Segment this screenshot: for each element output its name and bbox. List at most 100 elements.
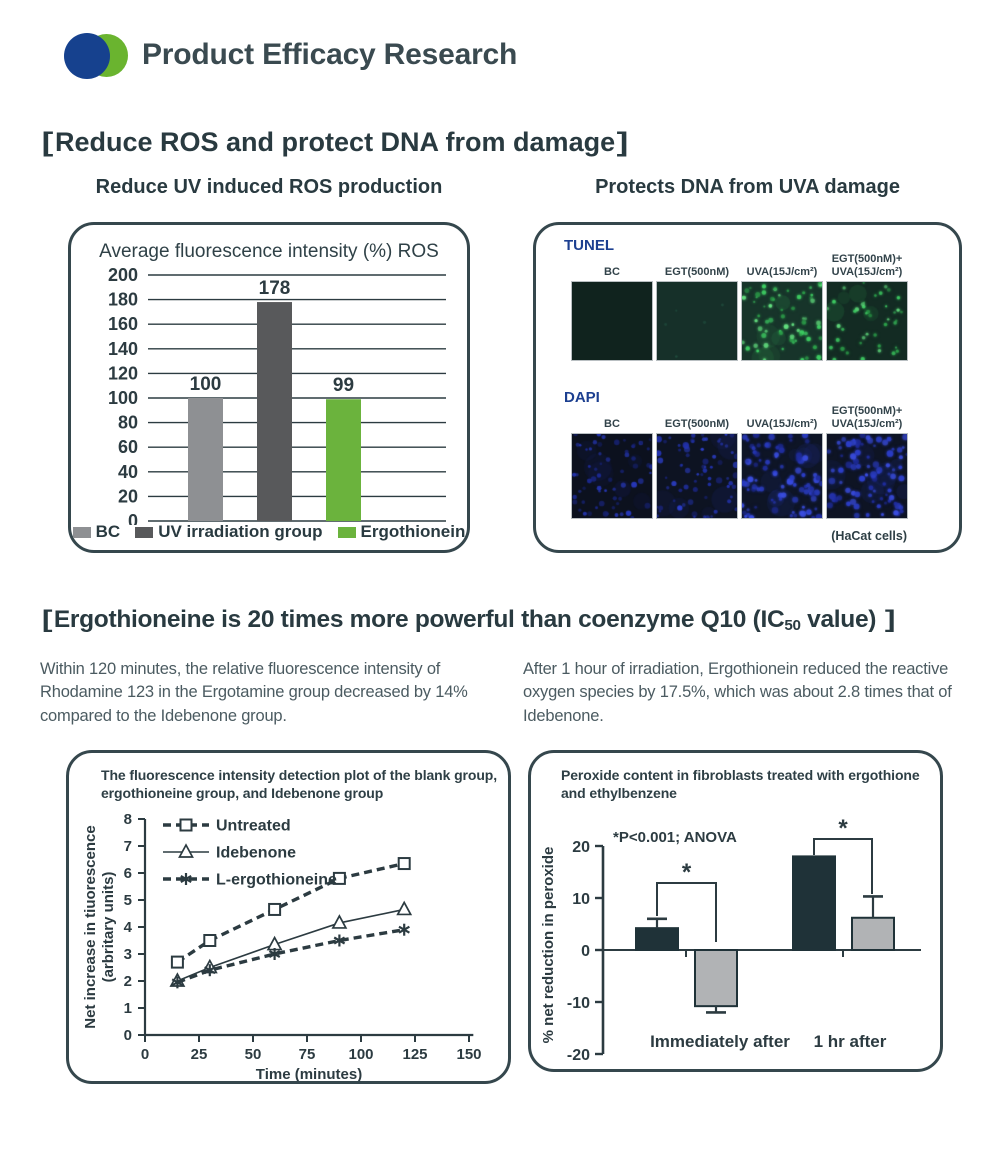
- x-tick-label: 50: [245, 1046, 262, 1063]
- dna-panel-subtitle: Protects DNA from UVA damage: [595, 176, 900, 198]
- y-tick-label: 4: [124, 919, 133, 936]
- legend-item: Ergothionein: [337, 522, 466, 542]
- y-tick-label: -20: [567, 1047, 590, 1064]
- y-tick-label: 7: [124, 838, 132, 855]
- marker-square: [268, 902, 282, 916]
- legend-label: L-ergothioneine: [216, 872, 337, 889]
- marker-star: [204, 964, 216, 977]
- legend-label: Ergothionein: [360, 522, 466, 541]
- peroxide-chart-svg: 20 10 0 -10 -20 % net reduction in peroxide *P…: [540, 815, 921, 1064]
- line-chart-title: The fluorescence intensity detection plo…: [101, 767, 498, 802]
- tunel-row-label: TUNEL: [564, 237, 614, 254]
- dapi-col-label-egt-uva: EGT(500nM)+ UVA(15J/cm²): [831, 404, 903, 430]
- significance: **: [656, 815, 873, 942]
- legend-label: Idebenone: [216, 845, 296, 862]
- bar-gray-0: [694, 949, 738, 1008]
- tunel-col-label-egt: EGT(500nM): [664, 265, 730, 278]
- section2-heading-subscript: 50: [784, 617, 801, 634]
- peroxide-bar-panel: Peroxide content in fibroblasts treated …: [528, 750, 943, 1072]
- page-title: Product Efficacy Research: [142, 38, 518, 71]
- marker-triangle: [178, 843, 194, 858]
- marker-triangle: [396, 900, 413, 916]
- y-tick-label: 80: [118, 413, 138, 433]
- y-tick-label: 20: [572, 839, 590, 856]
- y-tick-label: 180: [108, 290, 138, 310]
- tunel-col-label-egt-uva: EGT(500nM)+ UVA(15J/cm²): [831, 252, 903, 278]
- bar-uv-irradiation-group: [257, 302, 292, 521]
- bars: [635, 855, 895, 1014]
- ros-chart-legend: BC UV irradiation group Ergothionein: [71, 522, 467, 542]
- anova-annotation: *P<0.001; ANOVA: [613, 829, 737, 846]
- y-tick-label: 20: [118, 486, 138, 506]
- bracket-close: ]: [884, 606, 895, 633]
- marker-square: [397, 857, 411, 871]
- legend-swatch: [337, 526, 356, 538]
- x-tick-label: 125: [402, 1046, 427, 1063]
- legend-item: BC: [72, 522, 121, 542]
- bar-dark-1: [792, 855, 836, 951]
- legend-label: UV irradiation group: [158, 522, 323, 541]
- dna-damage-panel: TUNEL BC EGT(500nM) UVA(15J/cm²) EGT(500…: [533, 222, 962, 553]
- line-chart-legend: Untreated Idebenone L-ergothioneine: [163, 818, 337, 889]
- tunel-image-egt: [656, 281, 738, 361]
- marker-square: [332, 871, 346, 885]
- tunel-image-uva: [741, 281, 823, 361]
- y-axis-label-line1: Net increase in tiuorescence: [82, 825, 99, 1028]
- group-label-1: 1 hr after: [814, 1032, 887, 1051]
- dapi-grid: BC EGT(500nM) UVA(15J/cm²) EGT(500nM)+ U…: [571, 403, 908, 519]
- sig-bracket-2: [813, 838, 873, 894]
- brand-logo: [64, 33, 128, 79]
- marker-star: [268, 948, 281, 960]
- series-l-ergothioneine: [171, 923, 410, 989]
- y-tick-label: 6: [124, 865, 132, 882]
- y-tick-label: 200: [108, 265, 138, 285]
- ros-chart-subtitle: Reduce UV induced ROS production: [95, 176, 443, 198]
- marker-star: [333, 934, 346, 947]
- section2-heading: [Ergothioneine is 20 times more powerful…: [40, 606, 897, 634]
- marker-star: [398, 923, 410, 936]
- y-tick-label: 0: [581, 943, 590, 960]
- y-tick-label: 2: [124, 973, 132, 990]
- marker-triangle: [331, 914, 348, 929]
- bracket-open: [: [41, 127, 54, 157]
- ros-chart-svg: 0 20 40 60 80 100 120 140 160 180 200 100 178 99: [108, 265, 446, 525]
- x-axis-label: Time (minutes): [256, 1066, 362, 1081]
- y-tick-label: 0: [124, 1027, 132, 1044]
- x-tick-label: 75: [299, 1046, 316, 1063]
- series-line: [176, 928, 405, 984]
- ros-y-axis: 0 20 40 60 80 100 120 140 160 180 200: [108, 265, 446, 525]
- ros-bars: 100 178 99: [188, 278, 361, 521]
- y-tick-label: 120: [108, 363, 138, 383]
- y-tick-label: 160: [108, 314, 138, 334]
- tunel-col-label-bc: BC: [604, 265, 620, 278]
- section1-heading: [Reduce ROS and protect DNA from damage]: [40, 127, 630, 158]
- y-tick-label: 10: [572, 891, 590, 908]
- hacat-cells-note: (HaCat cells): [831, 529, 907, 543]
- y-axis-label: % net reduction in peroxide: [540, 847, 557, 1044]
- bracket-close: ]: [616, 127, 629, 157]
- bar-value-label: 99: [333, 375, 354, 396]
- section2-heading-pre: [Ergothioneine is 20 times more powerful…: [40, 606, 785, 633]
- dapi-col-label-egt: EGT(500nM): [664, 417, 730, 430]
- tunel-image-bc: [571, 281, 653, 361]
- legend-label: Untreated: [216, 818, 291, 835]
- y-tick-label: 60: [118, 437, 138, 457]
- x-tick-label: 0: [141, 1046, 149, 1063]
- legend-item: UV irradiation group: [135, 522, 323, 542]
- logo-blue-circle-icon: [64, 33, 110, 79]
- x-tick-label: 150: [456, 1046, 481, 1063]
- tunel-image-egt-uva: [826, 281, 908, 361]
- dapi-image-egt: [656, 433, 738, 519]
- tunel-grid: BC EGT(500nM) UVA(15J/cm²) EGT(500nM)+ U…: [571, 251, 908, 361]
- legend-label: BC: [95, 522, 121, 541]
- ros-chart-panel: Average fluorescence intensity (%) ROS 0…: [68, 222, 470, 553]
- fluorescence-line-panel: The fluorescence intensity detection plo…: [66, 750, 511, 1084]
- x-tick-label: 100: [348, 1046, 373, 1063]
- marker-square: [179, 818, 193, 832]
- dapi-image-uva: [741, 433, 823, 519]
- marker-star: [171, 976, 184, 989]
- line-chart-svg: 0 1 2 3 4 5 6 7 8 0 25 50 75 100 125 150 Time (minutes) N…: [82, 811, 482, 1081]
- paragraph-left: Within 120 minutes, the relative fluores…: [40, 660, 468, 725]
- y-tick-label: 3: [124, 946, 132, 963]
